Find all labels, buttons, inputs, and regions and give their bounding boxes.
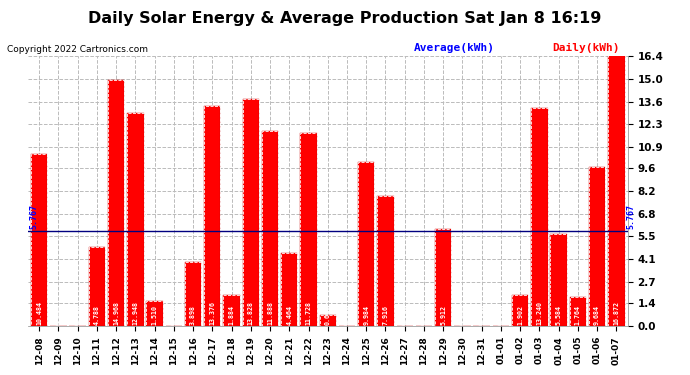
Bar (146, 302, 163, 326)
Text: 0.000: 0.000 (460, 305, 466, 326)
Bar (551, 234, 566, 326)
Text: 13.828: 13.828 (248, 302, 254, 326)
Text: 0.000: 0.000 (498, 305, 504, 326)
Text: Daily Solar Energy & Average Production Sat Jan 8 16:19: Daily Solar Energy & Average Production … (88, 11, 602, 26)
Text: Copyright 2022 Cartronics.com: Copyright 2022 Cartronics.com (7, 45, 148, 54)
Bar (319, 315, 336, 326)
Bar (127, 113, 144, 326)
Text: 10.484: 10.484 (36, 302, 42, 326)
Text: 0.000: 0.000 (171, 305, 177, 326)
Bar (185, 262, 201, 326)
Bar (358, 162, 375, 326)
Bar (31, 154, 48, 326)
Bar (435, 229, 451, 326)
Text: 0.000: 0.000 (344, 305, 350, 326)
Bar (281, 253, 297, 326)
Text: 5.912: 5.912 (440, 305, 446, 326)
Text: 5.584: 5.584 (555, 305, 562, 326)
Bar (243, 99, 259, 326)
Bar (224, 295, 239, 326)
Bar (262, 130, 278, 326)
Text: 9.684: 9.684 (594, 305, 600, 326)
Bar (204, 106, 221, 326)
Text: 7.916: 7.916 (382, 305, 388, 326)
Bar (531, 108, 548, 326)
Text: 13.376: 13.376 (209, 302, 215, 326)
Text: 4.464: 4.464 (286, 305, 293, 326)
Bar (608, 48, 624, 326)
Text: 0.660: 0.660 (325, 305, 331, 326)
Bar (224, 295, 239, 326)
Text: 9.984: 9.984 (363, 305, 369, 326)
Text: 1.902: 1.902 (517, 305, 523, 326)
Bar (570, 297, 586, 326)
Bar (281, 253, 297, 326)
Bar (108, 80, 124, 326)
Bar (358, 162, 375, 326)
Bar (146, 302, 163, 326)
Bar (89, 248, 105, 326)
Bar (319, 315, 336, 326)
Text: 14.968: 14.968 (113, 302, 119, 326)
Bar (512, 295, 529, 326)
Bar (435, 229, 451, 326)
Text: 12.948: 12.948 (132, 302, 139, 326)
Bar (608, 48, 624, 326)
Text: 3.898: 3.898 (190, 305, 196, 326)
Bar (512, 295, 529, 326)
Bar (185, 262, 201, 326)
Bar (31, 154, 48, 326)
Text: Daily(kWh): Daily(kWh) (552, 43, 620, 53)
Bar (377, 196, 394, 326)
Bar (262, 130, 278, 326)
Text: 11.728: 11.728 (306, 302, 311, 326)
Bar (300, 133, 317, 326)
Bar (204, 106, 221, 326)
Bar (551, 234, 566, 326)
Text: 16.872: 16.872 (613, 302, 620, 326)
Bar (377, 196, 394, 326)
Bar (127, 113, 144, 326)
Text: 5.767: 5.767 (626, 204, 635, 229)
Bar (108, 80, 124, 326)
Text: 0.000: 0.000 (55, 305, 61, 326)
Bar (570, 297, 586, 326)
Text: 0.000: 0.000 (479, 305, 484, 326)
Text: Average(kWh): Average(kWh) (414, 43, 495, 53)
Bar (300, 133, 317, 326)
Text: 1.884: 1.884 (228, 305, 235, 326)
Text: 13.240: 13.240 (536, 302, 542, 326)
Bar (89, 248, 105, 326)
Text: 0.000: 0.000 (75, 305, 81, 326)
Bar (589, 167, 605, 326)
Text: 11.888: 11.888 (267, 302, 273, 326)
Bar (531, 108, 548, 326)
Text: 0.000: 0.000 (402, 305, 408, 326)
Text: 1.510: 1.510 (152, 305, 157, 326)
Bar (589, 167, 605, 326)
Text: 5.767: 5.767 (30, 204, 39, 229)
Text: 4.788: 4.788 (94, 305, 100, 326)
Bar (243, 99, 259, 326)
Text: 0.000: 0.000 (421, 305, 427, 326)
Text: 1.764: 1.764 (575, 305, 581, 326)
